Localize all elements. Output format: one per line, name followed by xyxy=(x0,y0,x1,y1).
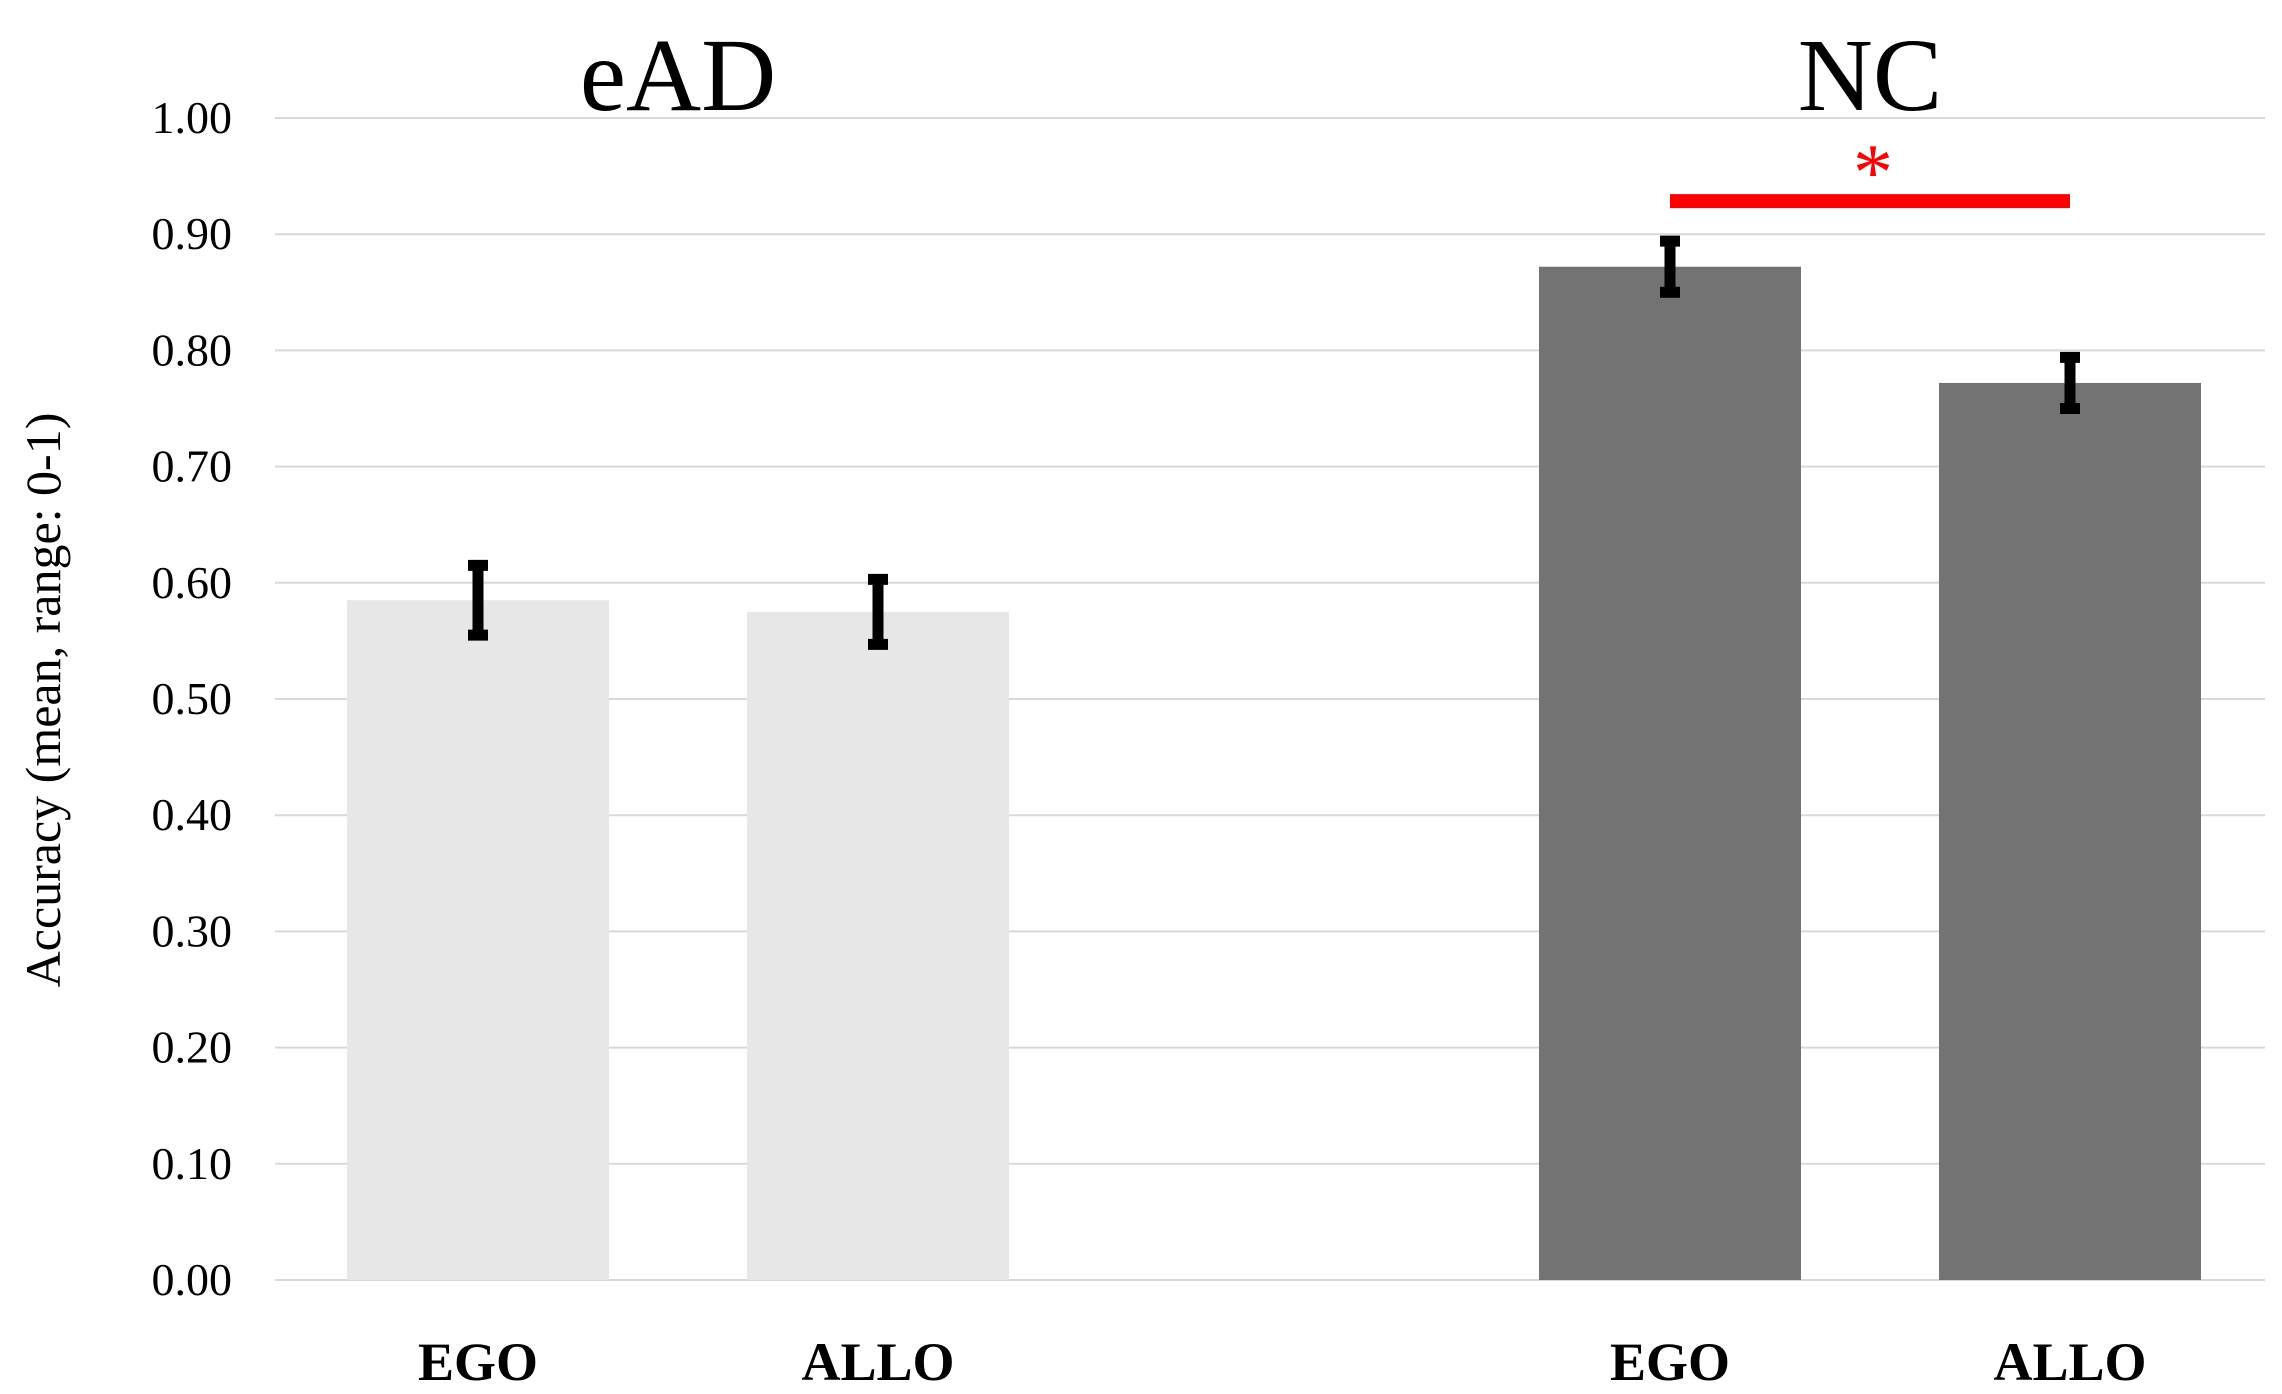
bar-nc-allo xyxy=(1939,382,2201,1280)
category-label: ALLO xyxy=(801,1332,954,1392)
y-tick-label: 0.40 xyxy=(152,789,233,840)
category-label: EGO xyxy=(418,1332,538,1392)
group-label-nc: NC xyxy=(1798,18,1942,133)
y-tick-label: 0.00 xyxy=(152,1254,233,1305)
y-tick-label: 0.80 xyxy=(152,324,233,375)
bar-ead-ego xyxy=(347,600,609,1280)
y-tick-label: 0.50 xyxy=(152,673,233,724)
y-tick-label: 0.90 xyxy=(152,208,233,259)
y-tick-label: 1.00 xyxy=(152,92,233,143)
category-labels: EGO ALLO EGO ALLO xyxy=(418,1332,2147,1392)
y-tick-label: 0.60 xyxy=(152,557,233,608)
significance-asterisk: * xyxy=(1853,129,1893,217)
y-tick-label: 0.20 xyxy=(152,1022,233,1073)
category-label: EGO xyxy=(1610,1332,1730,1392)
bar-nc-ego xyxy=(1539,266,1801,1281)
y-axis-title: Accuracy (mean, range: 0-1) xyxy=(15,413,71,988)
y-tick-label: 0.70 xyxy=(152,441,233,492)
significance-annotations: * xyxy=(1670,129,2070,217)
y-tick-label: 0.10 xyxy=(152,1138,233,1189)
error-bars xyxy=(468,235,2080,650)
bar-ead-allo xyxy=(747,611,1009,1280)
y-tick-label: 0.30 xyxy=(152,905,233,956)
bars xyxy=(347,266,2201,1281)
group-labels: eAD NC xyxy=(580,18,1942,133)
y-tick-labels: 0.00 0.10 0.20 0.30 0.40 0.50 0.60 0.70 0.80 0.90… xyxy=(152,92,233,1305)
category-label: ALLO xyxy=(1993,1332,2146,1392)
group-label-ead: eAD xyxy=(580,18,776,133)
